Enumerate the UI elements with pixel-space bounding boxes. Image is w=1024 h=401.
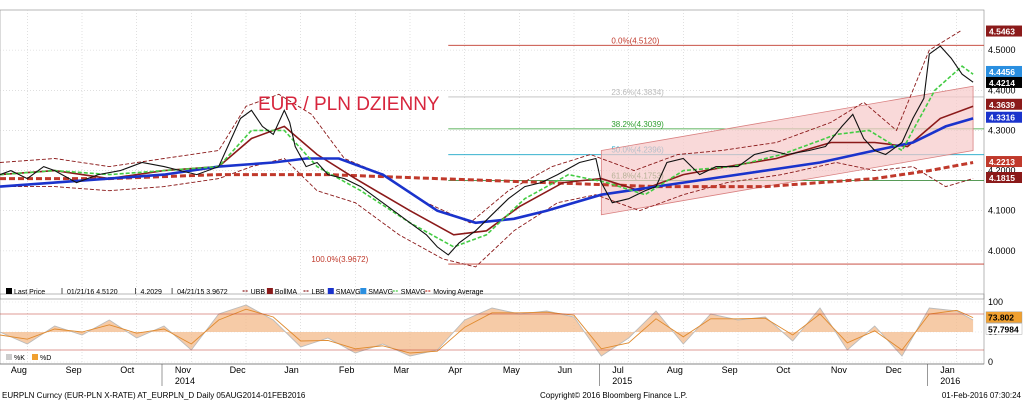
- price-badge-label: 4.4456: [989, 67, 1015, 77]
- axis-layer: Aug Sep Oct Nov Dec Jan Feb Mar Apr May Jun Jul Aug S…: [0, 25, 1023, 386]
- price-line: [0, 45, 974, 256]
- legend-label: 01/21/16 4.5120: [67, 289, 118, 296]
- osc-tick-label: 100: [988, 297, 1003, 307]
- footer: EURPLN Curncy (EUR-PLN X-RATE) AT_EURPLN…: [2, 391, 1022, 400]
- oscillator-badge: [985, 311, 1023, 323]
- y-tick-label: 4.0000: [988, 246, 1016, 256]
- oscillator-fill: [0, 305, 974, 356]
- y-tick-label: 4.5000: [988, 45, 1016, 55]
- x-tick-label: May: [503, 365, 521, 375]
- legend-label: Moving Average: [433, 289, 483, 296]
- chart-title: EUR / PLN DZIENNY: [258, 94, 440, 115]
- legend-label: UBB: [251, 289, 266, 296]
- osc-legend-swatch: [32, 354, 38, 360]
- osc-legend-label: %D: [40, 355, 51, 362]
- legend-label: 4.2029: [141, 289, 163, 296]
- legend-label: 04/21/15 3.9672: [177, 289, 228, 296]
- series-layer: [0, 29, 974, 268]
- price-badge: [986, 65, 1022, 77]
- footer-center: Copyright© 2016 Bloomberg Finance L.P.: [540, 391, 687, 400]
- legend-layer: Last Price 01/21/16 4.5120 4.2029 04/21/15 …: [6, 288, 483, 362]
- legend-swatch: [266, 288, 273, 294]
- osc-legend-label: %K: [14, 355, 25, 362]
- x-tick-label: Jan: [284, 365, 299, 375]
- price-badge: [986, 111, 1022, 123]
- osc-tick-label: 0: [988, 357, 993, 367]
- x-tick-label: Nov: [831, 365, 848, 375]
- price-badge-label: 4.3316: [989, 113, 1015, 123]
- fibonacci-label: 23.6%(4.3834): [611, 88, 664, 97]
- price-badge-label: 4.1815: [989, 173, 1015, 183]
- year-label: 2015: [612, 376, 632, 386]
- oscillator-badge: [985, 323, 1023, 335]
- price-badge-label: 4.5463: [989, 27, 1015, 37]
- y-tick-label: 4.3000: [988, 125, 1016, 135]
- price-badge-label: 4.3639: [989, 100, 1015, 110]
- fibonacci-label: 100.0%(3.9672): [311, 255, 368, 264]
- year-label: 2016: [940, 376, 960, 386]
- x-tick-label: Nov: [175, 365, 192, 375]
- oscillator-badge-label: 57.7984: [988, 324, 1019, 334]
- price-badge: [986, 76, 1022, 88]
- legend-swatch: [6, 288, 12, 294]
- y-tick-label: 4.1000: [988, 206, 1016, 216]
- price-badge: [986, 25, 1022, 37]
- legend-label: LBB: [312, 289, 326, 296]
- fibonacci-label: 38.2%(4.3039): [611, 120, 664, 129]
- oscillator-layer: [0, 304, 984, 357]
- upper-bollinger-band: [0, 29, 963, 224]
- oscillator-k-line: [0, 304, 974, 357]
- y-tick-label: 4.4000: [988, 85, 1016, 95]
- regression-channel: [600, 85, 974, 216]
- lower-bollinger-band: [0, 158, 974, 268]
- price-badge-label: 4.4214: [989, 78, 1015, 88]
- x-tick-label: Sep: [66, 365, 82, 375]
- oscillator-badge-label: 73.802: [988, 313, 1014, 323]
- legend-swatch: [360, 288, 367, 294]
- x-tick-label: Jan: [940, 365, 955, 375]
- x-tick-label: Jul: [612, 365, 624, 375]
- sma-blue-line: [0, 117, 974, 225]
- x-tick-label: Sep: [722, 365, 738, 375]
- x-tick-label: Mar: [394, 365, 410, 375]
- fibonacci-label: 0.0%(4.5120): [611, 36, 659, 45]
- legend-swatch: [327, 288, 334, 294]
- legend-label: SMAVG: [368, 289, 393, 296]
- footer-left: EURPLN Curncy (EUR-PLN X-RATE) AT_EURPLN…: [2, 391, 306, 400]
- x-tick-label: Oct: [776, 365, 791, 375]
- year-label: 2014: [175, 376, 195, 386]
- x-tick-label: Aug: [667, 365, 683, 375]
- legend-label: BollMA: [275, 289, 298, 296]
- moving-average-line: [0, 161, 974, 189]
- x-tick-label: Oct: [120, 365, 135, 375]
- x-tick-label: Feb: [339, 365, 355, 375]
- channel-layer: [600, 85, 974, 216]
- price-badge: [986, 156, 1022, 168]
- x-tick-label: Apr: [448, 365, 462, 375]
- y-tick-label: 4.2000: [988, 166, 1016, 176]
- osc-legend-swatch: [6, 354, 12, 360]
- x-tick-label: Dec: [886, 365, 903, 375]
- legend-label: Last Price: [14, 289, 45, 296]
- price-badge: [986, 172, 1022, 184]
- price-badge: [986, 98, 1022, 110]
- x-tick-label: Dec: [230, 365, 247, 375]
- x-tick-label: Jun: [558, 365, 573, 375]
- footer-right: 01-Feb-2016 07:30:24: [942, 391, 1022, 400]
- price-badge-label: 4.2213: [989, 157, 1015, 167]
- legend-label: SMAVG: [401, 289, 426, 296]
- x-tick-label: Aug: [11, 365, 27, 375]
- legend-label: SMAVG: [336, 289, 361, 296]
